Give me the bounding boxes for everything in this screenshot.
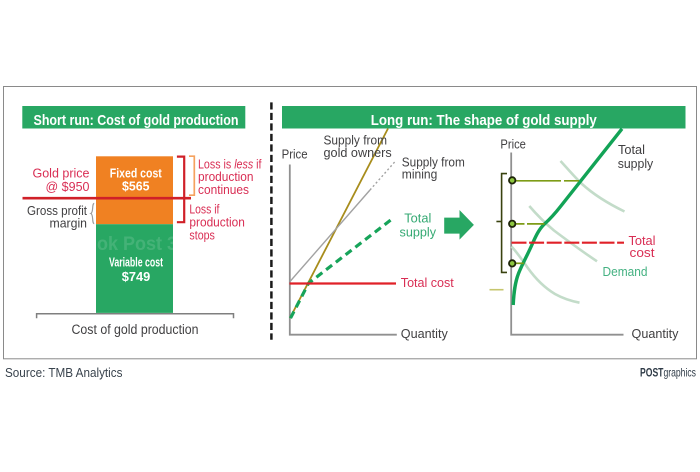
svg-text:POSTgraphics: POSTgraphics: [640, 366, 696, 380]
svg-text:Fixed cost: Fixed cost: [110, 165, 163, 180]
svg-text:supply: supply: [618, 156, 654, 171]
svg-text:Gross profit: Gross profit: [27, 203, 87, 218]
svg-text:mining: mining: [402, 166, 438, 181]
svg-text:cost: cost: [630, 245, 655, 260]
svg-text:Price: Price: [282, 146, 308, 161]
svg-text:Quantity: Quantity: [632, 326, 679, 341]
svg-text:Variable cost: Variable cost: [109, 255, 163, 270]
svg-text:Supply from: Supply from: [402, 154, 465, 169]
svg-text:Loss is less if: Loss is less if: [198, 156, 262, 171]
svg-text:margin: margin: [50, 215, 88, 230]
svg-text:Demand: Demand: [603, 264, 648, 279]
svg-text:Gold price: Gold price: [33, 166, 90, 181]
svg-text:@ $950: @ $950: [46, 179, 90, 194]
svg-text:stops: stops: [189, 227, 215, 242]
svg-text:$749: $749: [122, 269, 151, 284]
svg-text:Total cost: Total cost: [401, 275, 454, 290]
svg-text:Total: Total: [404, 210, 431, 225]
svg-text:gold owners: gold owners: [324, 145, 393, 160]
svg-text:continues: continues: [198, 182, 249, 197]
svg-text:$565: $565: [122, 178, 150, 193]
svg-text:Loss if: Loss if: [189, 201, 219, 216]
svg-text:Source: TMB Analytics: Source: TMB Analytics: [5, 365, 123, 380]
svg-text:Total: Total: [618, 142, 645, 157]
svg-text:Long run: The shape of gold su: Long run: The shape of gold supply: [371, 112, 598, 129]
svg-text:Cost of gold production: Cost of gold production: [72, 322, 199, 337]
svg-text:ok Post 3: ok Post 3: [97, 234, 177, 255]
svg-text:Quantity: Quantity: [401, 326, 448, 341]
svg-text:Short run: Cost of gold produc: Short run: Cost of gold production: [34, 112, 239, 129]
svg-text:production: production: [189, 214, 245, 229]
svg-text:Price: Price: [500, 137, 526, 152]
svg-text:supply: supply: [400, 224, 437, 239]
svg-text:production: production: [198, 169, 254, 184]
svg-text:Supply from: Supply from: [324, 133, 388, 148]
svg-text:Total: Total: [629, 233, 656, 248]
